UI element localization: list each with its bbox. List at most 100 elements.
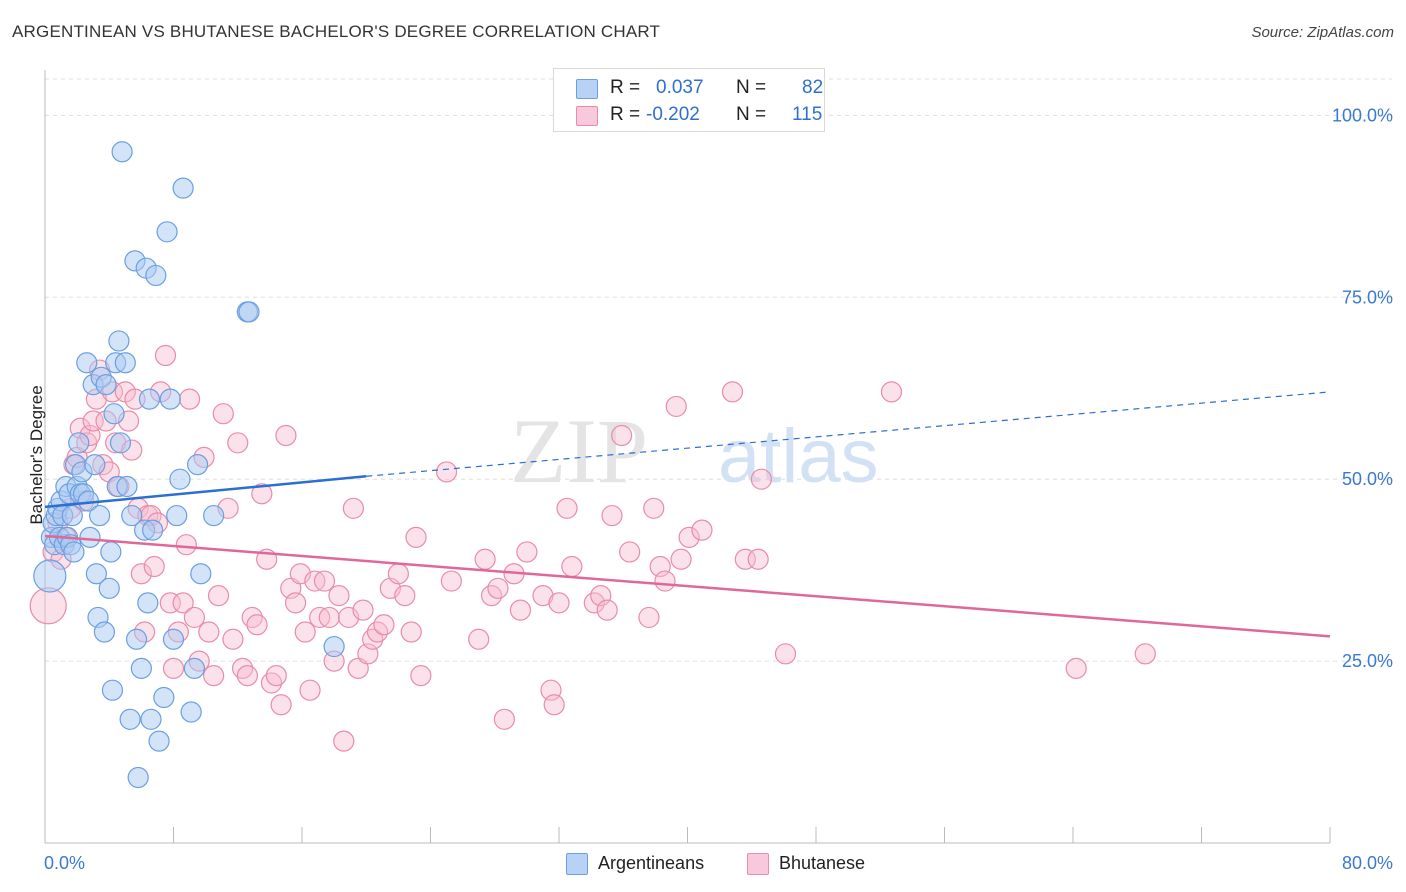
- bhutanese-point: [638, 606, 660, 629]
- legend-swatch-pink: [747, 853, 769, 875]
- x-tick-label: 0.0%: [44, 853, 85, 873]
- bhutanese-point: [198, 621, 220, 643]
- bhutanese-point: [299, 679, 321, 701]
- trend-lines: [44, 391, 1331, 638]
- argentineans-point: [85, 563, 108, 585]
- argentineans-point: [186, 454, 209, 476]
- argentineans-point: [103, 403, 125, 425]
- bhutanese-point: [284, 592, 307, 614]
- argentineans-trend-line: [44, 475, 367, 509]
- bhutanese-point: [246, 614, 268, 636]
- argentineans-point: [119, 708, 141, 730]
- axis-labels: 25.0% 50.0% 75.0% 100.0% 0.0% 80.0%: [44, 105, 1393, 873]
- argentineans-point: [98, 577, 120, 599]
- bhutanese-point: [328, 585, 350, 607]
- argentineans-point: [93, 621, 116, 643]
- bhutanese-point: [516, 541, 538, 563]
- legend-label-bhutanese: Bhutanese: [779, 853, 866, 873]
- bhutanese-point: [474, 548, 496, 570]
- argentineans-point: [323, 635, 345, 658]
- argentineans-point: [159, 388, 181, 410]
- y-tick-label: 50.0%: [1342, 469, 1393, 489]
- bhutanese-point: [236, 665, 258, 687]
- bhutanese-point: [175, 534, 197, 556]
- argentineans-point: [140, 708, 162, 730]
- bhutanese-point: [596, 599, 618, 621]
- watermark-atlas: atlas: [718, 414, 879, 499]
- bhutanese-point: [270, 694, 292, 716]
- bhutanese-point: [29, 587, 67, 625]
- legend-swatch-blue: [576, 79, 598, 99]
- bhutanese-point: [750, 468, 772, 490]
- bhutanese-point: [493, 708, 515, 730]
- legend-r-label: R =: [610, 104, 641, 125]
- bhutanese-point: [654, 570, 676, 592]
- bhutanese-point: [394, 585, 416, 607]
- bhutanese-point: [294, 621, 316, 643]
- bhutanese-point: [183, 606, 205, 629]
- y-tick-label: 100.0%: [1332, 105, 1393, 125]
- bhutanese-point: [678, 526, 700, 549]
- argentineans-point: [138, 388, 161, 410]
- argentineans-point: [238, 301, 260, 323]
- bhutanese-point: [222, 628, 244, 650]
- argentineans-point: [172, 177, 194, 199]
- bhutanese-point: [543, 694, 565, 716]
- bhutanese-point: [313, 570, 336, 592]
- bhutanese-point: [509, 599, 532, 621]
- bhutanese-point: [130, 563, 152, 585]
- chart-title: ARGENTINEAN VS BHUTANESE BACHELOR'S DEGR…: [12, 22, 661, 41]
- y-tick-label: 75.0%: [1342, 287, 1393, 307]
- bhutanese-point: [691, 519, 713, 541]
- watermark-zip: ZIP: [510, 400, 648, 502]
- legend-n-value: 82: [802, 77, 824, 98]
- argentineans-point: [95, 374, 117, 396]
- source-label: Source: ZipAtlas.com: [1251, 24, 1394, 41]
- bhutanese-point: [82, 410, 104, 432]
- argentineans-point: [130, 657, 152, 679]
- bhutanese-point: [373, 614, 395, 636]
- argentineans-point: [145, 264, 167, 287]
- bhutanese-point: [468, 628, 490, 650]
- x-tick-label: 80.0%: [1342, 853, 1393, 873]
- watermark: ZIP atlas: [510, 400, 879, 502]
- argentineans-point: [142, 519, 164, 541]
- axes: [44, 70, 1331, 844]
- bhutanese-point: [880, 381, 903, 403]
- bhutanese-point: [435, 461, 458, 483]
- argentineans-point: [137, 592, 159, 614]
- bhutanese-point: [333, 730, 355, 752]
- legend-r-value: 0.037: [656, 77, 704, 98]
- argentineans-point: [63, 541, 85, 563]
- argentineans-point: [68, 432, 90, 454]
- argentineans-point: [116, 475, 138, 498]
- legend-r-value: -0.202: [646, 104, 700, 125]
- bhutanese-trend-line: [44, 534, 1331, 638]
- legend-r-label: R =: [610, 77, 641, 98]
- bhutanese-point: [611, 424, 633, 447]
- argentineans-point: [108, 330, 130, 352]
- bhutanese-point: [265, 665, 287, 687]
- bhutanese-point: [143, 555, 165, 578]
- bhutanese-point: [619, 541, 641, 563]
- y-tick-label: 25.0%: [1342, 651, 1393, 671]
- argentineans-point: [111, 141, 133, 163]
- argentineans-points: [33, 141, 345, 789]
- bhutanese-point: [665, 395, 687, 418]
- bhutanese-point: [601, 504, 623, 527]
- argentineans-point: [190, 563, 212, 585]
- argentineans-point: [183, 657, 205, 679]
- argentineans-point: [203, 504, 225, 527]
- bhutanese-point: [548, 592, 570, 614]
- bhutanese-point: [487, 577, 509, 599]
- argentineans-trend-extension: [366, 391, 1331, 477]
- argentineans-point: [153, 686, 175, 709]
- bhutanese-point: [643, 497, 665, 519]
- legend-n-label: N =: [736, 104, 767, 125]
- legend-swatch-pink: [576, 106, 598, 126]
- argentineans-point: [156, 221, 178, 243]
- bhutanese-point: [670, 548, 692, 570]
- bhutanese-point: [561, 555, 583, 578]
- bhutanese-point: [212, 403, 234, 425]
